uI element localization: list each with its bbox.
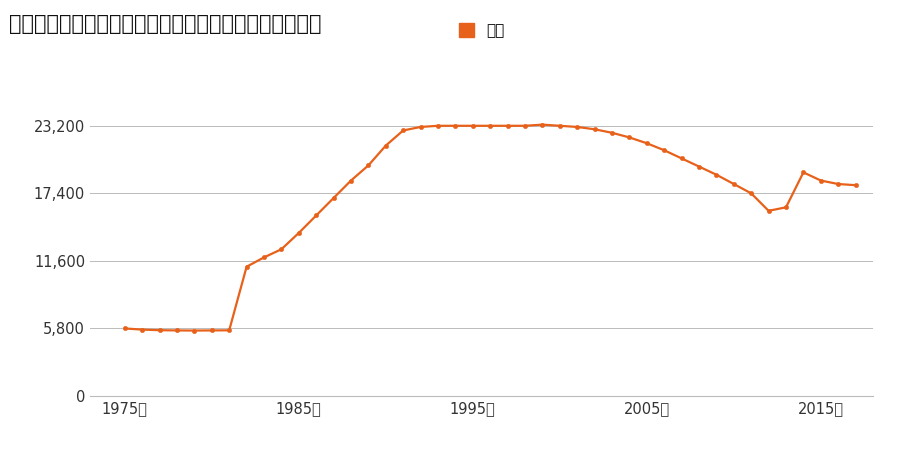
Legend: 価格: 価格 [459, 23, 504, 39]
Text: 長崎県松浦市志佐町里免字蓮井田６４３番６の地価推移: 長崎県松浦市志佐町里免字蓮井田６４３番６の地価推移 [9, 14, 321, 33]
